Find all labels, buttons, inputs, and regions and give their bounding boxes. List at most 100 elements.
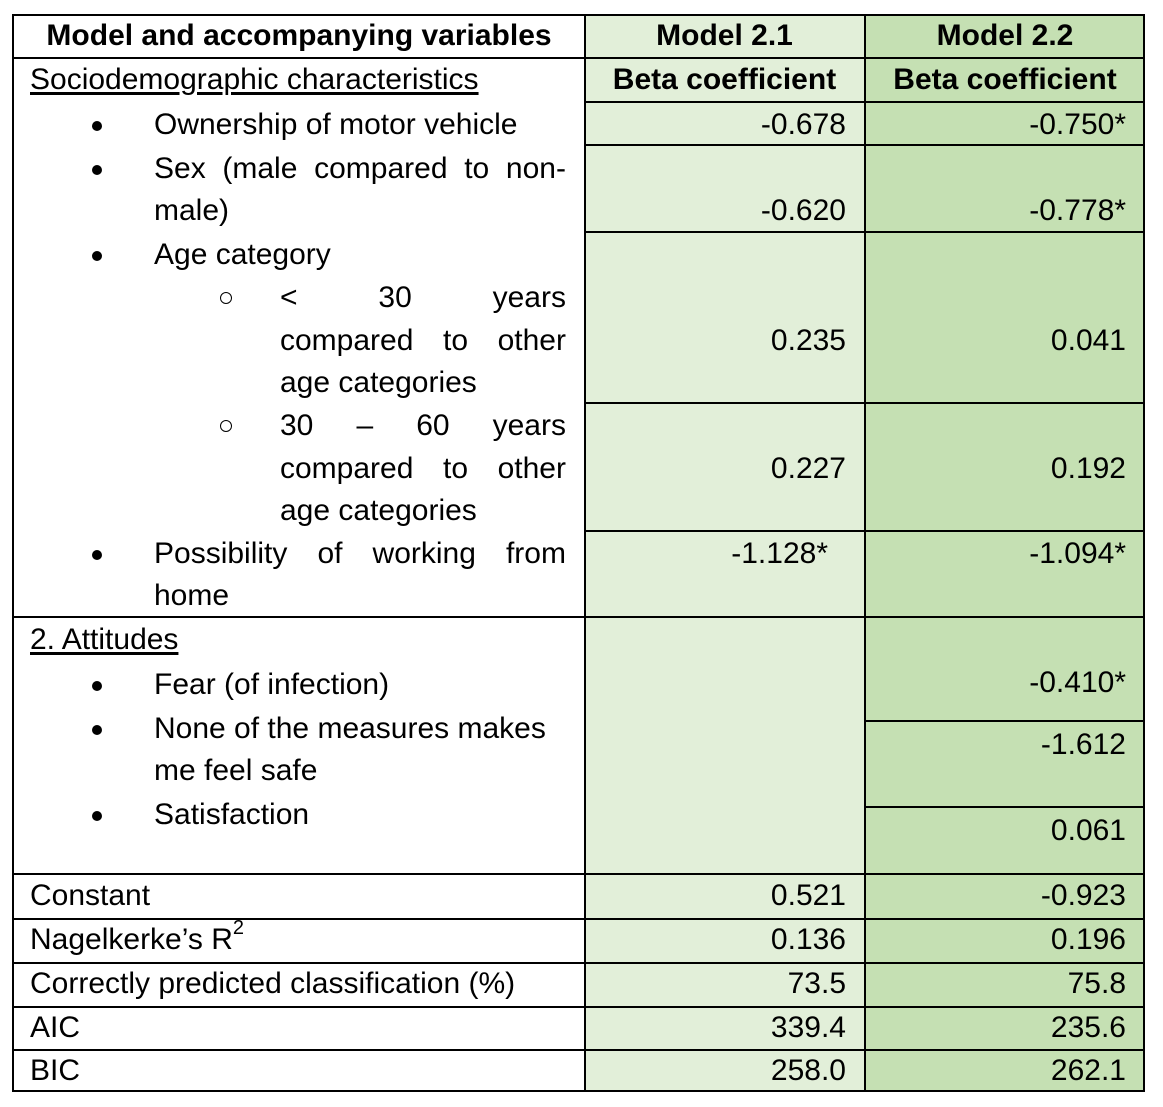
row-sex-word: Sex [154, 152, 206, 185]
row-age-label: Age category [154, 238, 331, 271]
row-wfh-line2: home [154, 579, 230, 612]
row-age-under30-word: to [442, 324, 469, 357]
stat-r2-superscript: 2 [232, 917, 244, 939]
row-ownership-m21: -0.678 [760, 108, 846, 141]
stat-aic-label: AIC [30, 1011, 81, 1044]
stat-correct-label: Correctly predicted classification (%) [30, 967, 516, 1000]
row-age-under30-word: compared [280, 324, 414, 357]
row-sex-label-line2: male) [154, 194, 230, 227]
stat-correct-m22: 75.8 [1067, 967, 1126, 1000]
divider-aic [12, 1049, 1145, 1051]
row-age-30-60-word: – [356, 409, 374, 442]
row-sex-m21: -0.620 [760, 194, 846, 227]
stat-r2-label: Nagelkerke’s R2 [30, 917, 244, 961]
row-sex-m22: -0.778* [1029, 194, 1126, 227]
row-none-m22: -1.612 [1040, 728, 1126, 761]
row-satisfaction-m22: 0.061 [1050, 814, 1126, 847]
row-age-under30-line1: < 30 years [280, 277, 566, 319]
row-age-30-60-word: compared [280, 452, 414, 485]
row-none-line2: me feel safe [154, 754, 318, 787]
section-sociodemographic-title: Sociodemographic characteristics [30, 63, 479, 96]
row-age-30-60-word: 30 [280, 409, 314, 442]
stat-bic-m21: 258.0 [770, 1054, 846, 1087]
stat-bic-label: BIC [30, 1054, 81, 1087]
row-sex-word: compared [314, 152, 448, 185]
row-wfh-m21: -1.128* [731, 537, 828, 570]
divider-constant [12, 918, 1145, 920]
divider-ownership [585, 144, 1145, 146]
row-wfh-word: Possibility [154, 537, 288, 570]
bullet-icon [92, 681, 102, 691]
row-age-under30-word: < [280, 281, 298, 314]
divider-age-under30 [585, 402, 1145, 404]
divider-vertical-1 [584, 14, 586, 1092]
stat-r2-m21: 0.136 [770, 923, 846, 956]
row-sex-label-line1: Sex (male compared to non- [154, 148, 566, 190]
row-sex-word: to [464, 152, 490, 185]
row-age-under30-word: other [497, 324, 566, 357]
table-frame [12, 14, 1145, 1092]
row-ownership-label: Ownership of motor vehicle [154, 108, 518, 141]
divider-section1-end [12, 616, 1145, 618]
row-wfh-line1: Possibility of working from [154, 533, 566, 575]
stat-constant-m22: -0.923 [1040, 879, 1126, 912]
row-fear-m22: -0.410* [1029, 666, 1126, 699]
beta-label-model22: Beta coefficient [893, 63, 1117, 96]
row-age-30-60-word: other [497, 452, 566, 485]
row-sex-word: non- [505, 152, 566, 185]
row-age-under30-word: 30 [378, 281, 412, 314]
model21-column-bg [585, 14, 865, 1092]
section-attitudes-title: 2. Attitudes [30, 623, 179, 656]
divider-sex [585, 231, 1145, 233]
header-variables: Model and accompanying variables [46, 19, 552, 52]
divider-none [865, 806, 1145, 808]
bullet-icon [92, 251, 102, 261]
divider-fear [865, 720, 1145, 722]
row-age-30-60-word: 60 [416, 409, 450, 442]
row-age-under30-word: years [492, 281, 566, 314]
bullet-icon [92, 725, 102, 735]
row-age-30-60-line1: 30 – 60 years [280, 405, 566, 447]
row-ownership-m22: -0.750* [1029, 108, 1126, 141]
model22-column-bg [865, 14, 1145, 1092]
row-sex-word: (male [222, 152, 298, 185]
row-satisfaction-label: Satisfaction [154, 798, 310, 831]
circle-bullet-icon [220, 420, 232, 432]
bullet-icon [92, 121, 102, 131]
stat-constant-m21: 0.521 [770, 879, 846, 912]
bullet-icon [92, 550, 102, 560]
stat-r2-m22: 0.196 [1050, 923, 1126, 956]
stat-correct-m21: 73.5 [787, 967, 846, 1000]
stat-bic-m22: 262.1 [1050, 1054, 1126, 1087]
divider-correct [12, 1006, 1145, 1008]
row-age-30-60-word: years [492, 409, 566, 442]
stat-aic-m21: 339.4 [770, 1011, 846, 1044]
header-model-21: Model 2.1 [656, 19, 793, 52]
row-wfh-word: working [372, 537, 476, 570]
row-age-30-60-m22: 0.192 [1050, 452, 1126, 485]
divider-beta [585, 101, 1145, 103]
divider-vertical-2 [864, 14, 866, 1092]
divider-r2 [12, 962, 1145, 964]
stat-r2-text: Nagelkerke’s R [30, 923, 233, 956]
beta-label-model21: Beta coefficient [612, 63, 837, 96]
stat-aic-m22: 235.6 [1050, 1011, 1126, 1044]
row-age-30-60-line2: compared to other [280, 448, 566, 490]
circle-bullet-icon [220, 292, 232, 304]
row-age-30-60-line3: age categories [280, 494, 477, 527]
row-none-line1: None of the measures makes [154, 712, 546, 745]
row-wfh-word: of [317, 537, 343, 570]
row-age-under30-line2: compared to other [280, 320, 566, 362]
stat-constant-label: Constant [30, 879, 151, 912]
header-model-22: Model 2.2 [936, 19, 1074, 52]
divider-header [12, 57, 1145, 59]
bullet-icon [92, 165, 102, 175]
divider-age-30-60 [585, 530, 1145, 532]
row-fear-label: Fear (of infection) [154, 668, 390, 701]
row-age-under30-m21: 0.235 [770, 324, 846, 357]
row-age-under30-line3: age categories [280, 366, 477, 399]
row-wfh-word: from [505, 537, 566, 570]
row-wfh-m22: -1.094* [1029, 537, 1126, 570]
row-age-under30-m22: 0.041 [1050, 324, 1126, 357]
